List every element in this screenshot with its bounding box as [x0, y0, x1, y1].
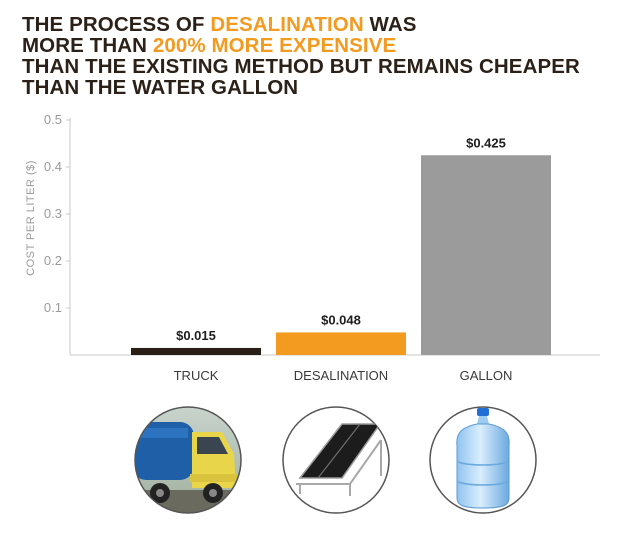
water-gallon-photo [429, 406, 537, 514]
y-tick-label: 0.5 [44, 112, 62, 127]
title-line-1: THE PROCESS OF DESALINATION WAS [22, 14, 612, 35]
title-line-2: MORE THAN 200% MORE EXPENSIVE [22, 35, 612, 56]
chart-title: THE PROCESS OF DESALINATION WAS MORE THA… [22, 14, 612, 98]
title-text: WAS [363, 13, 417, 36]
water-truck-photo [134, 406, 242, 514]
category-label-truck: TRUCK [174, 368, 219, 383]
title-highlight: DESALINATION [210, 13, 364, 36]
y-tick-label: 0.1 [44, 300, 62, 315]
title-text: MORE THAN [22, 34, 153, 57]
solar-panel-photo [282, 406, 390, 514]
data-label-truck: $0.015 [176, 328, 216, 343]
data-labels: $0.015 $0.048 $0.425 [176, 135, 506, 343]
title-line-3: THAN THE EXISTING METHOD BUT REMAINS CHE… [22, 55, 580, 78]
y-tick-label: 0.3 [44, 206, 62, 221]
bars [131, 155, 551, 355]
title-highlight: 200% MORE EXPENSIVE [152, 34, 397, 57]
data-label-gallon: $0.425 [466, 135, 506, 150]
bar-truck [131, 347, 261, 355]
bar-desalination [276, 332, 406, 355]
title-text: THE PROCESS OF [22, 13, 211, 36]
y-axis-label: COST PER LITER ($) [25, 160, 37, 276]
y-ticks: 0.1 0.2 0.3 0.4 0.5 [44, 112, 70, 315]
category-label-desalination: DESALINATION [294, 368, 388, 383]
category-labels: TRUCK DESALINATION GALLON [174, 368, 513, 383]
y-tick-label: 0.4 [44, 159, 62, 174]
category-label-gallon: GALLON [460, 368, 513, 383]
y-tick-label: 0.2 [44, 253, 62, 268]
bar-gallon [421, 155, 551, 355]
data-label-desalination: $0.048 [321, 312, 361, 327]
title-line-4: THAN THE WATER GALLON [22, 76, 299, 99]
